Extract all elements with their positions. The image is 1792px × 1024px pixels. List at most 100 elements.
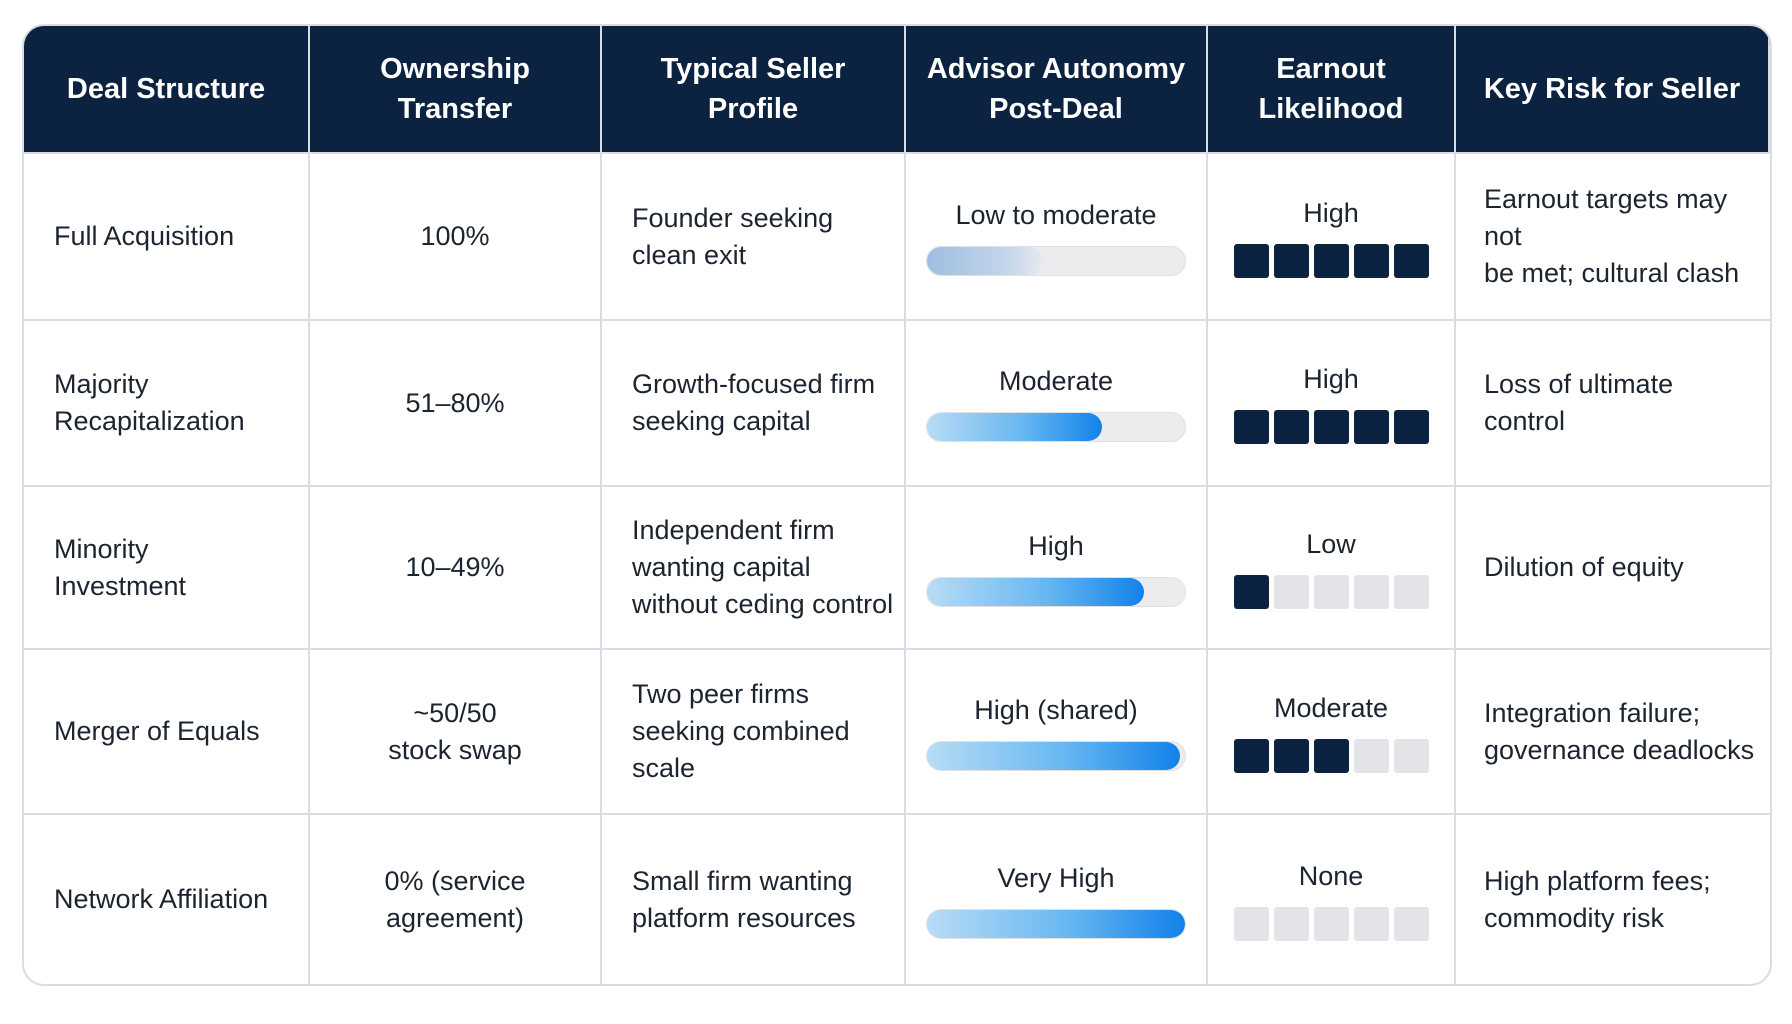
ownership-transfer-text: 0% (service agreement) [384, 865, 526, 933]
cell-deal-structure: Network Affiliation [24, 813, 310, 984]
cell-earnout-likelihood: Moderate [1208, 648, 1456, 813]
earnout-label: Moderate [1273, 692, 1389, 723]
cell-earnout-likelihood: None [1208, 813, 1456, 984]
cell-deal-structure: Majority Recapitalization [24, 319, 310, 485]
deal-structure-text: Full Acquisition [54, 221, 235, 251]
autonomy-bar [926, 245, 1186, 276]
earnout-label: None [1298, 860, 1364, 891]
header-key-risk: Key Risk for Seller [1456, 26, 1770, 152]
header-ownership-transfer: Ownership Transfer [310, 26, 602, 152]
rating-square-filled [1233, 410, 1269, 444]
rating-square-empty [1393, 738, 1429, 773]
cell-advisor-autonomy: Moderate [906, 319, 1208, 485]
key-risk-text: Loss of ultimate control [1484, 369, 1674, 436]
rating-square-filled [1273, 410, 1309, 444]
ownership-transfer-text: 10–49% [405, 552, 505, 582]
earnout-label: High [1303, 364, 1359, 394]
cell-advisor-autonomy: Low to moderate [906, 152, 1208, 319]
autonomy-label: High (shared) [974, 694, 1138, 725]
cell-advisor-autonomy: High (shared) [906, 648, 1208, 813]
cell-key-risk: Integration failure; governance deadlock… [1456, 648, 1770, 813]
header-deal-structure: Deal Structure [24, 26, 310, 152]
earnout-label: High [1303, 197, 1359, 228]
earnout-label: Low [1306, 528, 1356, 559]
autonomy-label: Low to moderate [955, 199, 1157, 230]
cell-seller-profile: Founder seeking clean exit [602, 152, 906, 319]
cell-ownership-transfer: 100% [310, 152, 602, 319]
deal-structure-text: Merger of Equals [54, 716, 260, 746]
rating-square-empty [1393, 574, 1429, 609]
rating-square-empty [1353, 574, 1389, 609]
cell-advisor-autonomy: High [906, 485, 1208, 648]
key-risk-text: Integration failure; governance deadlock… [1484, 697, 1755, 765]
rating-square-filled [1353, 410, 1389, 444]
rating-square-empty [1273, 906, 1309, 941]
cell-earnout-likelihood: High [1208, 152, 1456, 319]
autonomy-bar-fill [927, 413, 1103, 441]
autonomy-label: High [1028, 530, 1084, 561]
cell-deal-structure: Full Acquisition [24, 152, 310, 319]
autonomy-bar [926, 576, 1186, 607]
cell-key-risk: Loss of ultimate control [1456, 319, 1770, 485]
rating-square-filled [1393, 410, 1429, 444]
autonomy-bar-fill [927, 577, 1144, 606]
cell-seller-profile: Two peer firms seeking combined scale [602, 648, 906, 813]
rating-square-filled [1353, 243, 1389, 278]
seller-profile-text: Founder seeking clean exit [632, 202, 834, 270]
deal-structure-text: Network Affiliation [54, 884, 269, 914]
cell-key-risk: Dilution of equity [1456, 485, 1770, 648]
cell-seller-profile: Independent firm wanting capital without… [602, 485, 906, 648]
rating-square-filled [1393, 243, 1429, 278]
earnout-rating [1233, 243, 1429, 278]
key-risk-text: High platform fees; commodity risk [1484, 865, 1711, 933]
autonomy-bar [926, 740, 1186, 771]
earnout-rating [1233, 410, 1429, 444]
key-risk-text: Earnout targets may not be met; cultural… [1484, 184, 1740, 288]
ownership-transfer-text: 51–80% [405, 387, 505, 418]
earnout-rating [1233, 738, 1429, 773]
rating-square-filled [1273, 738, 1309, 773]
key-risk-text: Dilution of equity [1484, 552, 1684, 582]
header-seller-profile: Typical Seller Profile [602, 26, 906, 152]
autonomy-bar [926, 412, 1186, 442]
rating-square-filled [1313, 243, 1349, 278]
ownership-transfer-text: ~50/50 stock swap [388, 697, 522, 765]
cell-ownership-transfer: 51–80% [310, 319, 602, 485]
cell-deal-structure: Minority Investment [24, 485, 310, 648]
header-earnout-likelihood: Earnout Likelihood [1208, 26, 1456, 152]
rating-square-filled [1233, 574, 1269, 609]
header-advisor-autonomy: Advisor Autonomy Post-Deal [906, 26, 1208, 152]
deal-structure-text: Majority Recapitalization [54, 369, 245, 436]
cell-advisor-autonomy: Very High [906, 813, 1208, 984]
cell-key-risk: Earnout targets may not be met; cultural… [1456, 152, 1770, 319]
cell-earnout-likelihood: Low [1208, 485, 1456, 648]
cell-deal-structure: Merger of Equals [24, 648, 310, 813]
cell-ownership-transfer: 10–49% [310, 485, 602, 648]
deal-structure-table: Deal Structure Ownership Transfer Typica… [22, 24, 1772, 986]
cell-seller-profile: Small firm wanting platform resources [602, 813, 906, 984]
cell-earnout-likelihood: High [1208, 319, 1456, 485]
seller-profile-text: Growth-focused firm seeking capital [632, 369, 876, 436]
autonomy-bar-fill [927, 741, 1180, 770]
cell-key-risk: High platform fees; commodity risk [1456, 813, 1770, 984]
rating-square-empty [1393, 906, 1429, 941]
rating-square-filled [1313, 410, 1349, 444]
rating-square-filled [1233, 738, 1269, 773]
cell-ownership-transfer: ~50/50 stock swap [310, 648, 602, 813]
rating-square-filled [1233, 243, 1269, 278]
ownership-transfer-text: 100% [420, 221, 490, 251]
rating-square-empty [1353, 906, 1389, 941]
seller-profile-text: Independent firm wanting capital without… [632, 515, 894, 619]
seller-profile-text: Two peer firms seeking combined scale [632, 679, 850, 783]
autonomy-label: Moderate [998, 366, 1114, 396]
rating-square-empty [1353, 738, 1389, 773]
rating-square-filled [1313, 738, 1349, 773]
rating-square-empty [1273, 574, 1309, 609]
table-grid: Deal Structure Ownership Transfer Typica… [24, 26, 1770, 984]
earnout-rating [1233, 574, 1429, 609]
autonomy-bar-fill [927, 909, 1185, 938]
earnout-rating [1233, 906, 1429, 941]
autonomy-bar [926, 908, 1186, 939]
rating-square-filled [1273, 243, 1309, 278]
deal-structure-text: Minority Investment [54, 533, 187, 601]
